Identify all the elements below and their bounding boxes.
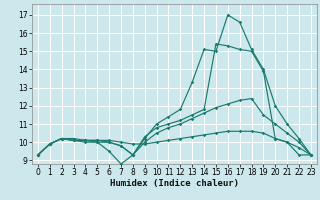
X-axis label: Humidex (Indice chaleur): Humidex (Indice chaleur) bbox=[110, 179, 239, 188]
